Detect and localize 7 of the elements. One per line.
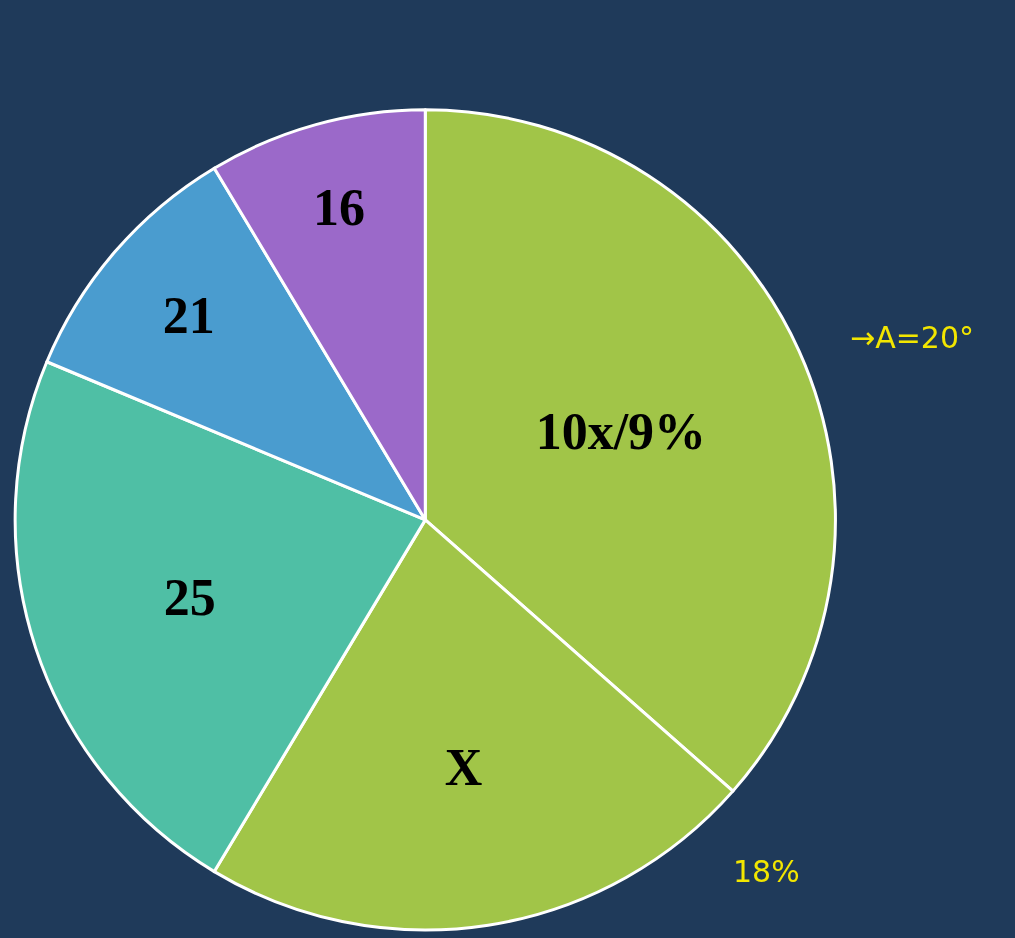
text: 18% [733,854,800,889]
slice-label: X [444,738,483,796]
slice-label: 16 [312,179,365,237]
slice-label: 10x/9% [535,403,707,461]
slice-label: 25 [163,568,216,626]
text: →A=20° [850,320,974,355]
slice-label: 21 [162,286,215,344]
